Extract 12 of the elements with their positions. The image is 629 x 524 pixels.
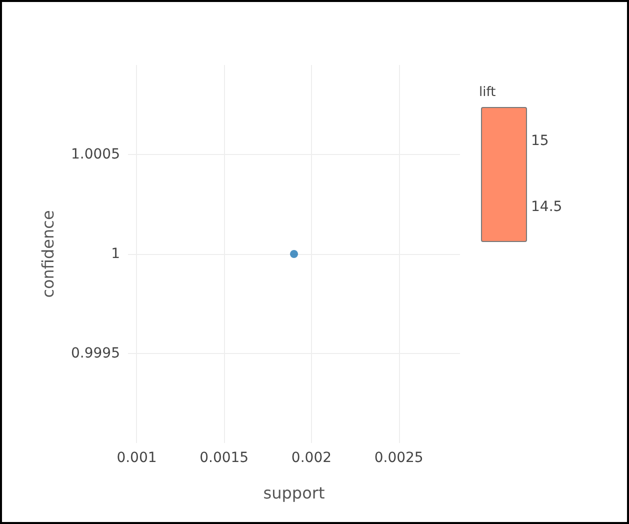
- x-tick-label: 0.0015: [200, 450, 249, 466]
- y-tick-label: 0.9995: [71, 345, 120, 362]
- color-bar-title: lift: [479, 85, 496, 100]
- x-tick-label: 0.002: [291, 450, 332, 466]
- x-tick-label: 0.001: [116, 450, 157, 466]
- x-tick-label: 0.0025: [374, 450, 424, 466]
- text: 14.5: [531, 199, 562, 215]
- text: 15: [531, 133, 549, 149]
- y-tick-label: 1: [111, 246, 120, 262]
- x-axis-title: support: [263, 484, 325, 502]
- y-axis-title: confidence: [38, 210, 58, 298]
- y-tick-label: 1.0005: [71, 146, 120, 163]
